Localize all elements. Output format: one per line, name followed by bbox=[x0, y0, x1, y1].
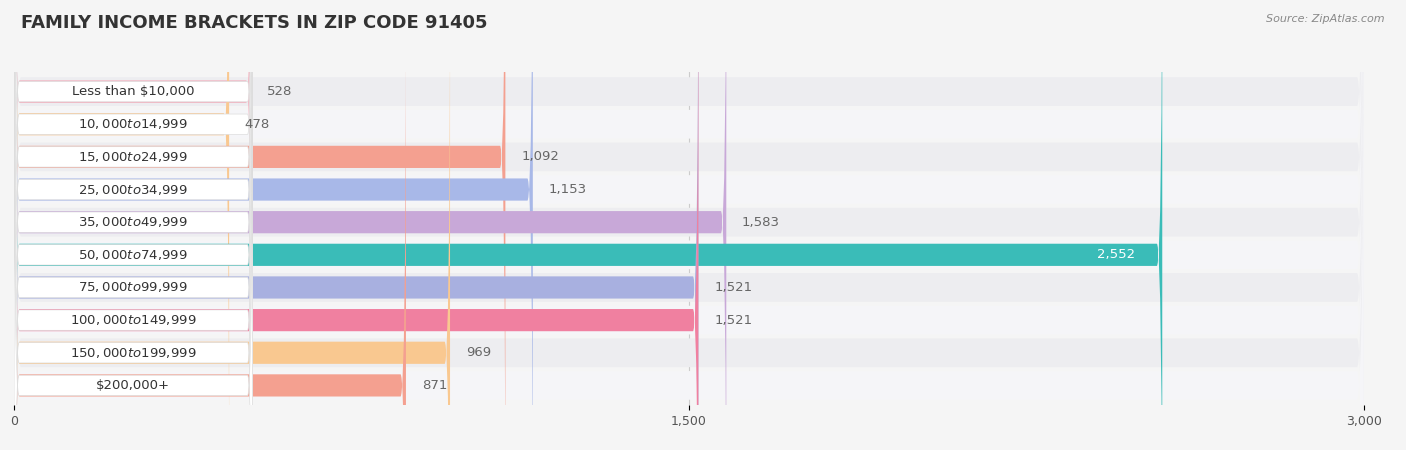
FancyBboxPatch shape bbox=[14, 0, 253, 450]
Text: Source: ZipAtlas.com: Source: ZipAtlas.com bbox=[1267, 14, 1385, 23]
FancyBboxPatch shape bbox=[14, 0, 253, 450]
Text: $10,000 to $14,999: $10,000 to $14,999 bbox=[79, 117, 188, 131]
Text: $100,000 to $149,999: $100,000 to $149,999 bbox=[70, 313, 197, 327]
Text: 1,583: 1,583 bbox=[742, 216, 780, 229]
FancyBboxPatch shape bbox=[14, 0, 727, 450]
Text: 2,552: 2,552 bbox=[1097, 248, 1135, 261]
FancyBboxPatch shape bbox=[14, 4, 253, 450]
Text: 871: 871 bbox=[422, 379, 447, 392]
Text: $15,000 to $24,999: $15,000 to $24,999 bbox=[79, 150, 188, 164]
Text: $35,000 to $49,999: $35,000 to $49,999 bbox=[79, 215, 188, 229]
FancyBboxPatch shape bbox=[14, 0, 1364, 450]
Text: Less than $10,000: Less than $10,000 bbox=[72, 85, 194, 98]
FancyBboxPatch shape bbox=[14, 0, 1364, 450]
Text: 1,092: 1,092 bbox=[522, 150, 560, 163]
Text: $150,000 to $199,999: $150,000 to $199,999 bbox=[70, 346, 197, 360]
FancyBboxPatch shape bbox=[14, 0, 229, 450]
FancyBboxPatch shape bbox=[14, 0, 1364, 450]
FancyBboxPatch shape bbox=[14, 0, 1364, 450]
FancyBboxPatch shape bbox=[14, 0, 1364, 450]
FancyBboxPatch shape bbox=[14, 0, 253, 450]
FancyBboxPatch shape bbox=[14, 0, 253, 450]
Text: FAMILY INCOME BRACKETS IN ZIP CODE 91405: FAMILY INCOME BRACKETS IN ZIP CODE 91405 bbox=[21, 14, 488, 32]
Text: $75,000 to $99,999: $75,000 to $99,999 bbox=[79, 280, 188, 294]
FancyBboxPatch shape bbox=[14, 0, 1163, 450]
FancyBboxPatch shape bbox=[14, 0, 253, 441]
Text: 528: 528 bbox=[267, 85, 292, 98]
Text: 1,521: 1,521 bbox=[714, 281, 752, 294]
Text: $200,000+: $200,000+ bbox=[96, 379, 170, 392]
Text: 969: 969 bbox=[465, 346, 491, 359]
FancyBboxPatch shape bbox=[14, 0, 253, 450]
FancyBboxPatch shape bbox=[14, 36, 253, 450]
Text: 1,521: 1,521 bbox=[714, 314, 752, 327]
FancyBboxPatch shape bbox=[14, 0, 253, 450]
FancyBboxPatch shape bbox=[14, 0, 1364, 450]
FancyBboxPatch shape bbox=[14, 0, 253, 450]
Text: $50,000 to $74,999: $50,000 to $74,999 bbox=[79, 248, 188, 262]
FancyBboxPatch shape bbox=[14, 0, 699, 450]
FancyBboxPatch shape bbox=[14, 0, 450, 450]
FancyBboxPatch shape bbox=[14, 0, 1364, 450]
Text: 1,153: 1,153 bbox=[548, 183, 586, 196]
Text: $25,000 to $34,999: $25,000 to $34,999 bbox=[79, 183, 188, 197]
FancyBboxPatch shape bbox=[14, 0, 699, 450]
FancyBboxPatch shape bbox=[14, 5, 406, 450]
FancyBboxPatch shape bbox=[14, 0, 1364, 450]
Text: 478: 478 bbox=[245, 118, 270, 131]
FancyBboxPatch shape bbox=[14, 0, 252, 450]
FancyBboxPatch shape bbox=[14, 0, 505, 450]
FancyBboxPatch shape bbox=[14, 0, 533, 450]
FancyBboxPatch shape bbox=[14, 0, 1364, 450]
FancyBboxPatch shape bbox=[14, 0, 1364, 450]
